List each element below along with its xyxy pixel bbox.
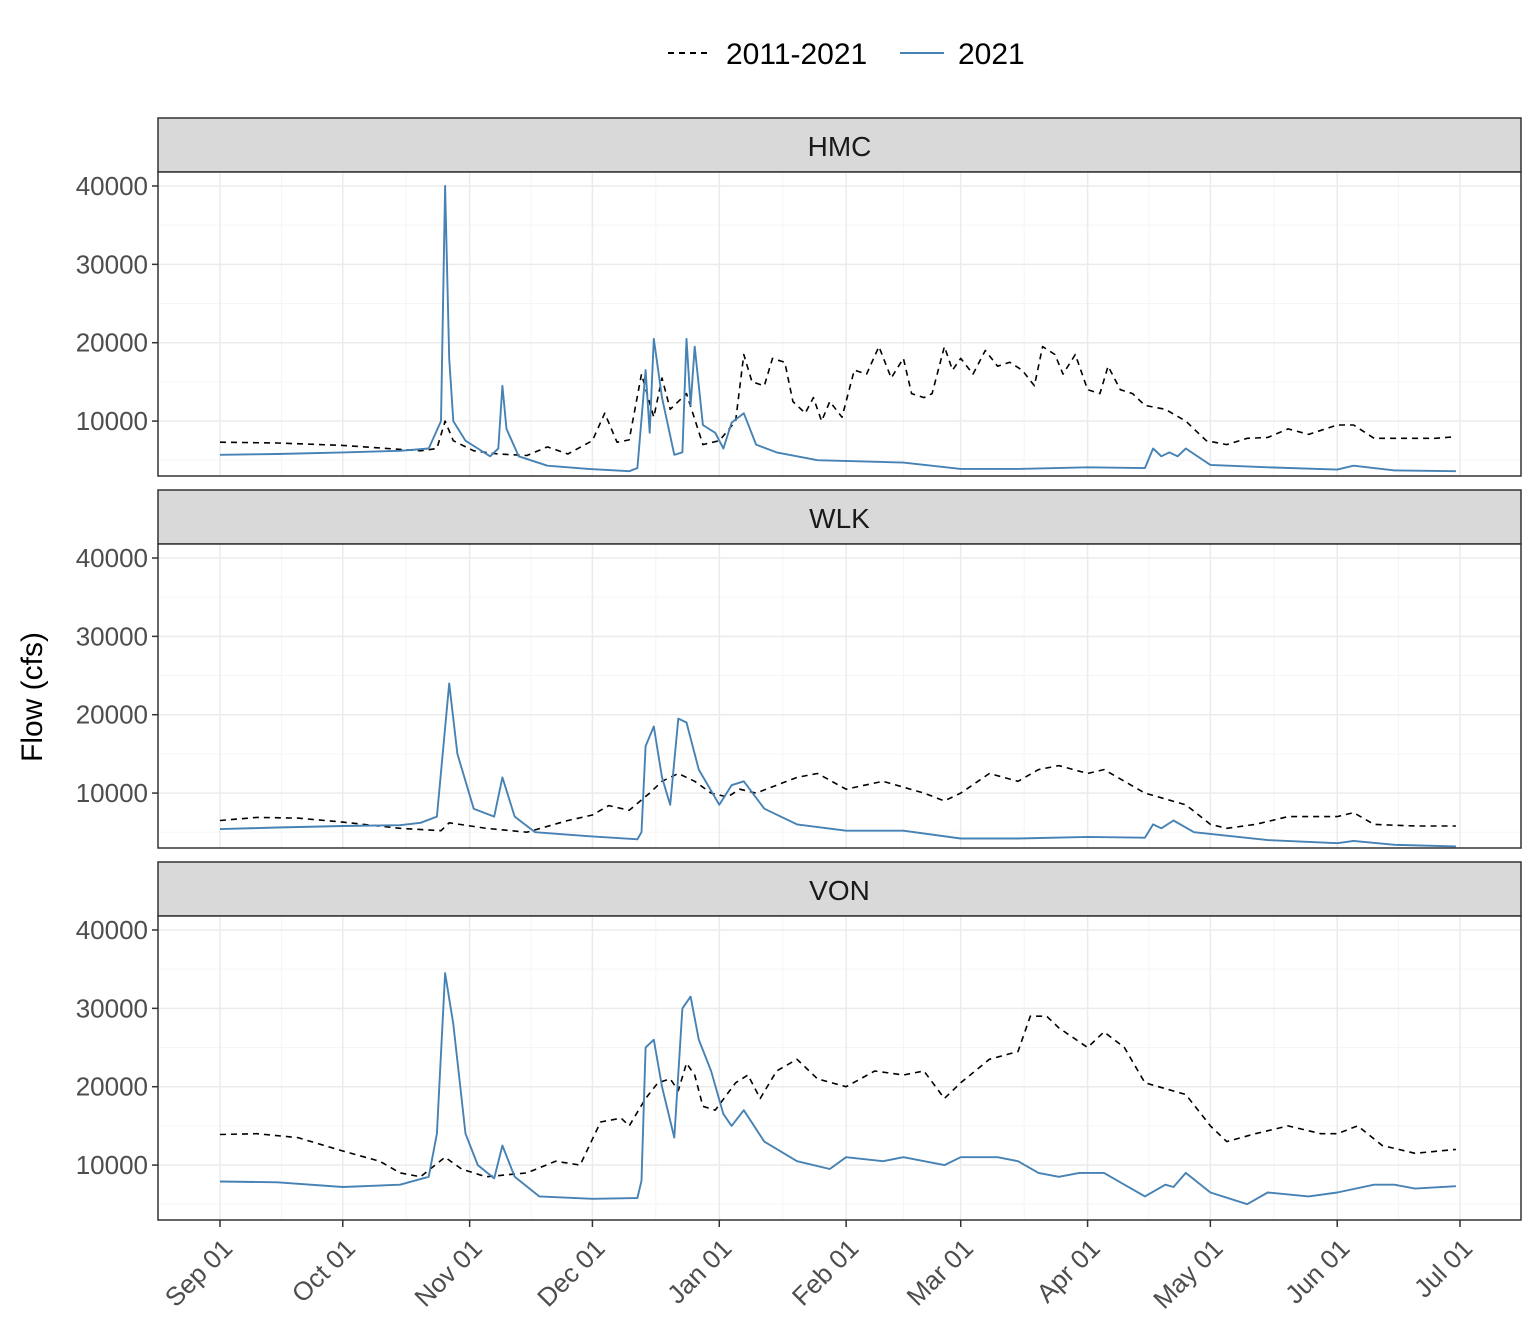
panel-border bbox=[157, 543, 1522, 849]
series-line-2021 bbox=[219, 185, 1456, 473]
panel-hmc: HMC 10000 20000 30000 40000 bbox=[76, 117, 1522, 477]
facet-strip bbox=[157, 489, 1522, 545]
x-tick-label: Jan 01 bbox=[661, 1233, 737, 1309]
x-axis: Sep 01 Oct 01 Nov 01 Dec 01 Jan 01 Feb 01 Mar … bbox=[159, 1220, 1478, 1315]
y-tick-label: 10000 bbox=[76, 406, 148, 436]
y-tick-label: 20000 bbox=[76, 328, 148, 358]
x-tick-label: Nov 01 bbox=[408, 1233, 487, 1312]
x-tick-label: May 01 bbox=[1147, 1233, 1229, 1315]
y-tick-label: 40000 bbox=[76, 171, 148, 201]
x-tick-label: Feb 01 bbox=[786, 1233, 864, 1311]
x-tick-label: Jun 01 bbox=[1279, 1233, 1355, 1309]
y-tick-label: 20000 bbox=[76, 700, 148, 730]
facet-label: HMC bbox=[808, 131, 872, 162]
facet-label: VON bbox=[809, 875, 870, 906]
x-tick-label: Oct 01 bbox=[286, 1233, 361, 1308]
y-axis-title: Flow (cfs) bbox=[16, 632, 49, 762]
y-tick-label: 10000 bbox=[76, 778, 148, 808]
legend-label-1: 2021 bbox=[958, 38, 1025, 71]
x-tick-label: Jul 01 bbox=[1408, 1233, 1478, 1303]
x-tick-label: Apr 01 bbox=[1030, 1233, 1105, 1308]
panel-border bbox=[157, 915, 1522, 1221]
legend: 2011-2021 2021 bbox=[668, 38, 1025, 71]
series-line-2011-2021 bbox=[219, 764, 1456, 834]
y-tick-label: 30000 bbox=[76, 621, 148, 651]
facet-label: WLK bbox=[809, 503, 870, 534]
legend-label-0: 2011-2021 bbox=[726, 38, 867, 71]
plot-background bbox=[158, 544, 1521, 848]
panel-wlk: WLK 10000 20000 30000 40000 bbox=[76, 489, 1522, 849]
panel-von: VON 10000 20000 30000 40000 bbox=[76, 861, 1522, 1221]
series-line-2021 bbox=[219, 682, 1456, 848]
series-line-2021 bbox=[219, 972, 1456, 1206]
y-tick-label: 10000 bbox=[76, 1150, 148, 1180]
facet-strip bbox=[157, 861, 1522, 917]
y-tick-label: 40000 bbox=[76, 915, 148, 945]
plot-background bbox=[158, 916, 1521, 1220]
facet-strip bbox=[157, 117, 1522, 173]
plot-background bbox=[158, 172, 1521, 476]
y-tick-label: 20000 bbox=[76, 1072, 148, 1102]
x-tick-label: Dec 01 bbox=[531, 1233, 610, 1312]
panels: HMC 10000 20000 30000 40000 WLK 10000 20000 3000… bbox=[76, 117, 1522, 1221]
y-tick-label: 40000 bbox=[76, 543, 148, 573]
y-tick-label: 30000 bbox=[76, 993, 148, 1023]
panel-border bbox=[157, 171, 1522, 477]
x-tick-label: Sep 01 bbox=[159, 1233, 238, 1312]
y-tick-label: 30000 bbox=[76, 249, 148, 279]
x-tick-label: Mar 01 bbox=[901, 1233, 979, 1311]
